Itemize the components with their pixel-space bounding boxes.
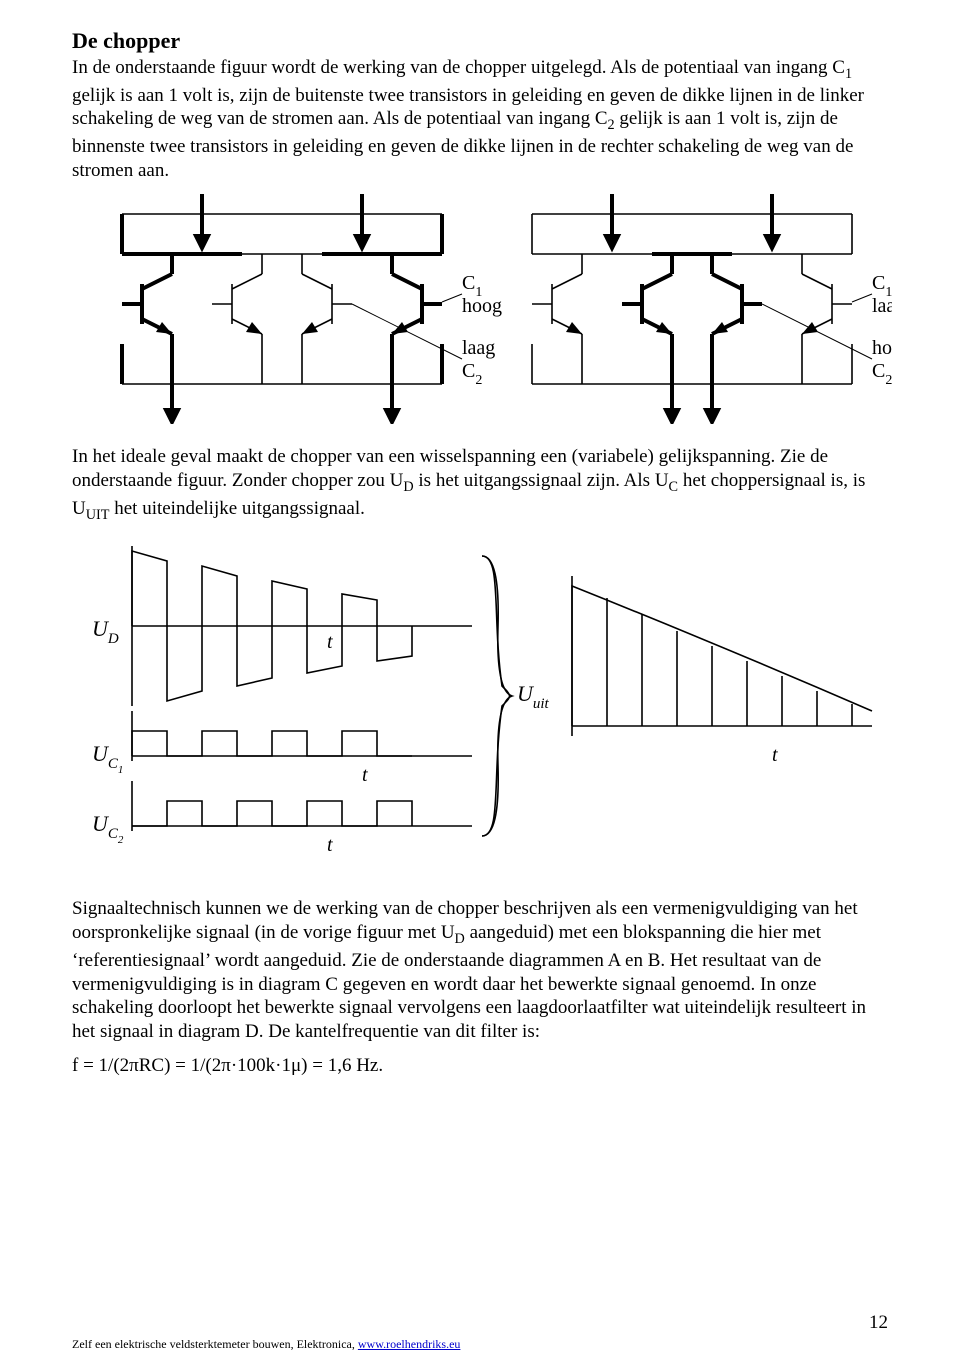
page-title: De chopper [72,28,888,54]
p2-sub2: C [669,479,679,495]
figure-waveforms: UD t UC1 t UC2 t [72,536,888,881]
p2-sub1: D [403,479,413,495]
fig2-uc2-t: t [327,834,333,856]
p2-d: het uiteindelijke uitgangssignaal. [109,498,364,519]
footer-link[interactable]: www.roelhendriks.eu [358,1337,461,1351]
p1-sub1: 1 [845,66,852,82]
fig2-ud-t: t [327,631,333,653]
fig1-right-c2: C2 [872,360,892,388]
fig2-uuit-label: Uuit [517,681,550,712]
p2-sub3: UIT [86,507,110,523]
paragraph-2: In het ideale geval maakt de chopper van… [72,445,888,524]
fig1-right-hoog: hoog [872,337,892,359]
p1-a: In de onderstaande figuur wordt de werki… [72,57,845,78]
page-number: 12 [869,1312,888,1334]
formula: f = 1/(2πRC) = 1/(2π·100k·1μ) = 1,6 Hz. [72,1054,888,1078]
figure-chopper-circuits: C1 hoog laag C2 [72,194,888,429]
fig1-left-hoog: hoog [462,295,502,317]
paragraph-1: In de onderstaande figuur wordt de werki… [72,56,888,182]
footer: Zelf een elektrische veldsterktemeter bo… [72,1337,888,1352]
fig2-uc1-label: UC1 [92,741,123,776]
p3-sub1: D [455,931,465,947]
footer-text: Zelf een elektrische veldsterktemeter bo… [72,1337,358,1351]
fig1-left-c2: C2 [462,360,482,388]
fig2-uc1-t: t [362,764,368,786]
fig2-uc2-label: UC2 [92,811,124,846]
p1-sub2: 2 [608,117,615,133]
fig2-ud-label: UD [92,616,119,647]
fig1-right-laag: laag [872,295,892,317]
paragraph-3: Signaaltechnisch kunnen we de werking va… [72,897,888,1043]
fig2-uuit-t: t [772,744,778,766]
fig1-left-laag: laag [462,337,495,359]
p2-b: is het uitgangssignaal zijn. Als U [414,470,669,491]
